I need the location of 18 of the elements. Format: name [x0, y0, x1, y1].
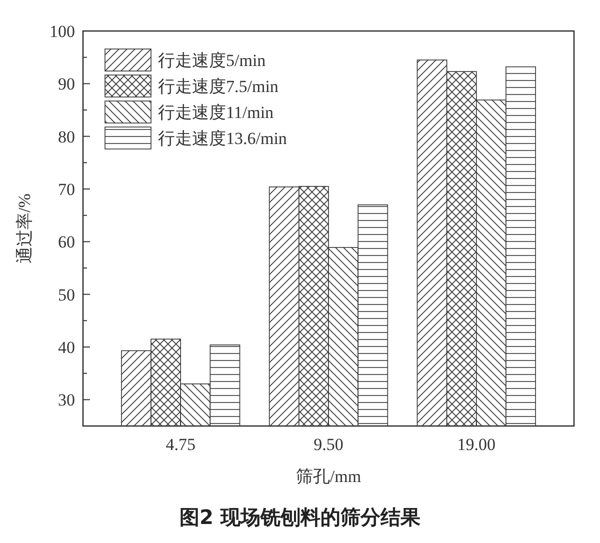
- y-tick-label: 90: [58, 74, 75, 94]
- y-tick-label: 80: [58, 127, 75, 146]
- y-tick-label: 50: [58, 285, 75, 304]
- legend-label: 行走速度11/min: [158, 103, 274, 122]
- x-axis-title: 筛孔/mm: [296, 467, 362, 486]
- text: 图2 现场铣刨料的筛分结果: [180, 505, 422, 529]
- y-tick-label: 30: [58, 390, 75, 410]
- y-axis-title: 通过率/%: [15, 194, 34, 264]
- y-tick-label: 60: [58, 232, 75, 252]
- x-tick-label: 9.50: [314, 435, 344, 454]
- y-tick-label: 40: [58, 338, 75, 357]
- x-tick-label: 4.75: [166, 435, 196, 454]
- y-tick-label: 100: [50, 22, 75, 41]
- y-tick-label: 70: [58, 180, 75, 199]
- legend-label: 行走速度7.5/min: [158, 77, 279, 96]
- legend-label: 行走速度13.6/min: [158, 129, 288, 148]
- x-tick-label: 19.00: [457, 435, 496, 454]
- legend-label: 行走速度5/min: [158, 51, 266, 70]
